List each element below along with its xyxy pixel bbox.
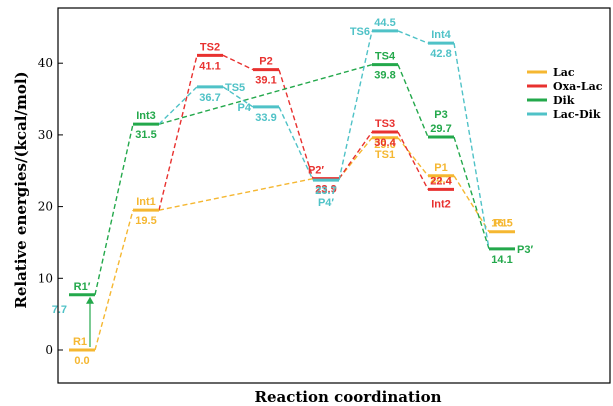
value-p1-prime: 16.5: [491, 218, 512, 230]
label-r1: R1: [73, 336, 87, 348]
label-int2: Int2: [431, 198, 451, 210]
value-ts5: 36.7: [199, 92, 220, 104]
value-int3: 31.5: [135, 129, 156, 141]
y-tick-label-40: 40: [38, 56, 53, 70]
connector-p1-to-p1-prime: [453, 175, 490, 233]
connector-int3-to-ts4: [158, 63, 373, 125]
value-p4: 33.9: [255, 112, 276, 124]
label-ts3: TS3: [375, 118, 395, 130]
connector-p2-prime-to-ts3: [338, 131, 373, 180]
label-p1: P1: [434, 162, 447, 174]
value-r1-prime: 7.7: [52, 304, 67, 316]
connector-int3-to-ts5: [158, 86, 198, 125]
value-ts1: 29.6: [374, 139, 395, 151]
value-ts6: 44.5: [374, 17, 395, 29]
value-int2: 22.4: [430, 175, 452, 187]
label-int4: Int4: [431, 29, 451, 41]
label-p3: P3: [434, 109, 447, 121]
value-r1: 0.0: [74, 355, 89, 367]
label-ts4: TS4: [375, 51, 396, 63]
connector-ts6-to-int4: [397, 30, 429, 44]
connector-p2-to-p2-prime: [278, 69, 314, 179]
label-p2: P2: [259, 56, 272, 68]
label-p4-prime: P4′: [318, 197, 334, 209]
connector-ts1-to-p1: [397, 137, 429, 177]
y-axis-title: Relative energies/(kcal/mol): [12, 71, 30, 308]
label-int1: Int1: [136, 196, 156, 208]
legend-label-oxa-lac: Oxa-Lac: [553, 80, 603, 93]
value-p4-prime: 23.7: [315, 185, 336, 197]
connector-p4-to-p4-prime: [278, 106, 314, 181]
label-ts6: TS6: [350, 26, 370, 38]
label-p2-prime: P2′: [308, 165, 324, 177]
label-ts2: TS2: [200, 41, 220, 53]
value-ts2: 41.1: [199, 60, 220, 72]
value-p1: 24.3: [430, 174, 451, 186]
y-tick-label-0: 0: [45, 343, 53, 357]
arrow-head-icon: [86, 296, 94, 304]
value-p2-prime: 23.9: [315, 184, 336, 196]
value-p3-prime: 14.1: [491, 254, 512, 266]
legend-label-lac-dik: Lac-Dik: [553, 108, 601, 121]
connector-ts2-to-p2: [222, 54, 254, 71]
value-ts3: 30.4: [374, 137, 396, 149]
connector-int1-to-p2-prime: [158, 177, 314, 211]
legend-label-lac: Lac: [553, 66, 575, 79]
connector-int4-to-p3-prime: [453, 43, 490, 250]
connector-r1-to-int1: [94, 210, 134, 351]
connector-p2-prime-to-ts1: [338, 137, 373, 180]
y-tick-label-20: 20: [38, 200, 53, 214]
y-tick-label-30: 30: [38, 128, 53, 142]
connector-p4-prime-to-ts6: [338, 30, 373, 181]
label-ts5: TS5: [225, 82, 245, 94]
legend-label-dik: Dik: [553, 94, 575, 107]
value-int1: 19.5: [135, 215, 156, 227]
value-p2: 39.1: [255, 75, 276, 87]
connection-lines: [86, 30, 490, 351]
label-p1-prime: P1′: [494, 218, 510, 230]
connector-p3-to-p3-prime: [453, 136, 490, 250]
connector-ts5-to-p4: [222, 86, 254, 108]
value-int4: 42.8: [430, 48, 451, 60]
label-int3: Int3: [136, 110, 156, 122]
label-p4: P4: [238, 102, 252, 114]
label-r1-prime: R1′: [74, 281, 91, 293]
connector-ts4-to-p3: [397, 64, 429, 138]
label-ts1: TS1: [375, 149, 395, 161]
energy-levels: [69, 29, 515, 352]
value-ts4: 39.8: [374, 70, 395, 82]
connector-r1-prime-to-int3: [94, 123, 134, 295]
x-axis-title: Reaction coordination: [254, 388, 441, 406]
connector-int1-to-ts2: [158, 55, 198, 211]
connector-ts3-to-int2: [397, 131, 429, 190]
value-p3: 29.7: [430, 123, 451, 135]
plot-frame: [57, 7, 611, 384]
axes: 0 10 20 30 40: [38, 7, 611, 384]
y-tick-label-10: 10: [38, 271, 53, 285]
label-p3-prime: P3′: [517, 244, 533, 256]
